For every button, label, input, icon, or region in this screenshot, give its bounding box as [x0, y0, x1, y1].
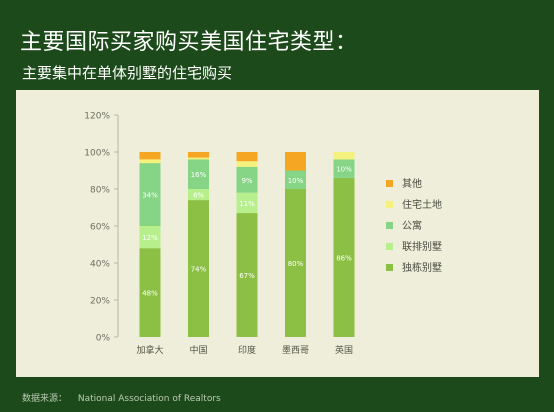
- y-tick-label: 120%: [84, 112, 110, 122]
- bar-segment: [333, 177, 355, 337]
- bar-segment: [188, 152, 209, 158]
- data-label: 34%: [142, 192, 158, 200]
- bar-segment: [285, 189, 306, 337]
- bar-segment: [188, 157, 209, 160]
- legend-label: 公寓: [402, 219, 422, 232]
- bar-segment: [333, 152, 355, 160]
- data-label: 10%: [336, 166, 352, 174]
- bar-segment: [236, 213, 258, 337]
- x-tick-label: 印度: [238, 344, 256, 356]
- y-tick-label: 80%: [90, 186, 110, 196]
- y-tick-label: 40%: [90, 260, 110, 270]
- bar-segment: [139, 152, 161, 160]
- x-tick-label: 中国: [189, 344, 207, 356]
- x-tick-label: 加拿大: [136, 344, 163, 356]
- x-tick-label: 墨西哥: [282, 345, 309, 356]
- legend-swatch: [386, 243, 393, 250]
- bar-segment: [139, 163, 161, 226]
- data-label: 67%: [239, 272, 255, 280]
- legend-swatch: [386, 201, 393, 208]
- x-tick-label: 英国: [335, 344, 353, 356]
- bar-segment: [285, 152, 306, 171]
- data-label: 86%: [336, 254, 352, 262]
- bar-segment: [236, 152, 258, 162]
- stacked-bar-chart: 0% 20% 40% 60% 80% 100% 120% 48% 12% 34% 加拿大 74% 6%…: [84, 112, 442, 357]
- legend-label: 独栋别墅: [402, 261, 442, 274]
- page-subtitle: 主要集中在单体别墅的住宅购买: [22, 64, 233, 82]
- y-tick-label: 0%: [96, 334, 111, 344]
- source-label: 数据来源：: [22, 394, 68, 404]
- legend-label: 住宅土地: [402, 198, 442, 211]
- data-label: 48%: [142, 290, 158, 298]
- bar-segment: [188, 200, 209, 337]
- legend-swatch: [386, 222, 393, 229]
- legend-swatch: [386, 264, 393, 271]
- data-label: 80%: [288, 260, 304, 268]
- data-label: 16%: [191, 171, 207, 179]
- data-label: 74%: [191, 266, 207, 274]
- data-label: 10%: [288, 177, 304, 185]
- chart-panel: 0% 20% 40% 60% 80% 100% 120% 48% 12% 34% 加拿大 74% 6%…: [16, 90, 539, 377]
- source-note: 数据来源： National Association of Realtors: [22, 391, 229, 404]
- bar-segment: [188, 159, 209, 189]
- y-tick-label: 60%: [90, 223, 110, 233]
- bar-segment: [139, 226, 161, 249]
- legend-swatch: [386, 180, 393, 187]
- data-label: 6%: [193, 192, 204, 200]
- legend-label: 联排别墅: [402, 240, 442, 253]
- bar-segment: [333, 159, 355, 178]
- bar-segment: [236, 192, 258, 214]
- bar-segment: [139, 159, 161, 164]
- data-label: 12%: [142, 234, 158, 242]
- bar-segment: [188, 189, 209, 201]
- page-title: 主要国际买家购买美国住宅类型：: [20, 30, 358, 55]
- bar-segment: [236, 161, 258, 167]
- bar-segment: [285, 170, 306, 189]
- y-tick-label: 100%: [84, 149, 110, 159]
- bar-segment: [236, 166, 258, 193]
- y-tick-label: 20%: [90, 297, 110, 307]
- data-label: 9%: [241, 177, 252, 185]
- bar-segment: [139, 248, 161, 337]
- legend-label: 其他: [402, 177, 422, 190]
- data-label: 11%: [239, 200, 255, 208]
- source-value: National Association of Realtors: [77, 394, 221, 404]
